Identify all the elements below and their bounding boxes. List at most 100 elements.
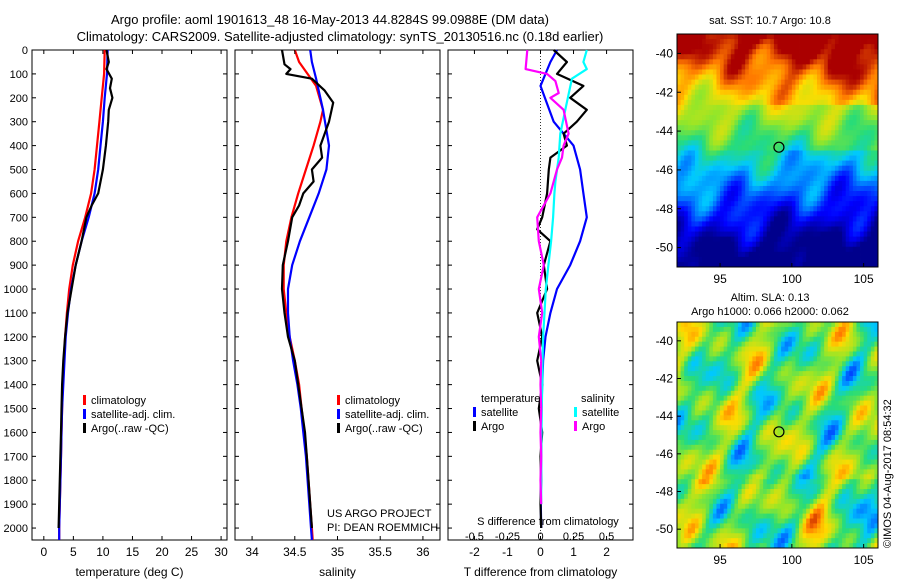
map-cell bbox=[831, 109, 836, 116]
map-cell bbox=[777, 361, 782, 367]
map-cell bbox=[795, 69, 800, 75]
map-cell bbox=[831, 145, 836, 151]
float-position-marker bbox=[773, 141, 785, 153]
map-cell bbox=[773, 405, 778, 411]
map-cell bbox=[705, 444, 710, 451]
map-cell bbox=[716, 64, 721, 70]
map-cell bbox=[716, 251, 721, 258]
map-cell bbox=[806, 104, 811, 111]
map-cell bbox=[813, 322, 818, 328]
map-cell bbox=[745, 484, 750, 490]
map-cell bbox=[834, 120, 839, 126]
map-cell bbox=[867, 185, 872, 192]
map-cell bbox=[788, 150, 793, 156]
map-cell bbox=[806, 231, 811, 238]
map-cell bbox=[677, 64, 681, 70]
map-cell bbox=[734, 508, 739, 515]
map-cell bbox=[856, 454, 861, 460]
map-cell bbox=[852, 336, 857, 343]
map-cell bbox=[723, 226, 728, 232]
map-cell bbox=[727, 74, 732, 80]
map-cell bbox=[820, 444, 825, 451]
map-cell bbox=[720, 64, 725, 70]
map-cell bbox=[799, 390, 804, 397]
map-cell bbox=[677, 405, 681, 411]
map-cell bbox=[759, 185, 764, 192]
map-cell bbox=[795, 109, 800, 116]
map-cell bbox=[813, 256, 818, 263]
map-cell bbox=[720, 380, 725, 387]
map-cell bbox=[755, 180, 760, 187]
map-cell bbox=[755, 336, 760, 343]
map-cell bbox=[745, 84, 750, 91]
map-cell bbox=[687, 493, 692, 500]
map-cell bbox=[702, 385, 707, 392]
map-cell bbox=[720, 336, 725, 343]
map-cell bbox=[867, 180, 872, 187]
map-cell bbox=[870, 49, 875, 55]
map-cell bbox=[698, 346, 703, 352]
map-cell bbox=[748, 449, 753, 456]
map-cell bbox=[849, 322, 854, 328]
map-cell bbox=[784, 351, 789, 357]
map-cell bbox=[677, 231, 681, 238]
map-cell bbox=[795, 165, 800, 172]
map-cell bbox=[763, 140, 768, 146]
map-cell bbox=[867, 130, 872, 136]
map-cell bbox=[799, 469, 804, 475]
map-cell bbox=[777, 206, 782, 212]
map-cell bbox=[827, 361, 832, 367]
map-cell bbox=[755, 39, 760, 45]
map-cell bbox=[741, 170, 746, 177]
map-cell bbox=[791, 130, 796, 136]
map-cell bbox=[770, 444, 775, 451]
map-cell bbox=[809, 336, 814, 343]
map-cell bbox=[831, 503, 836, 510]
figure-title-line1: Argo profile: aoml 1901613_48 16-May-201… bbox=[111, 12, 549, 27]
map-cell bbox=[852, 405, 857, 411]
map-cell bbox=[845, 251, 850, 258]
map-cell bbox=[856, 185, 861, 192]
map-cell bbox=[824, 49, 829, 55]
map-cell bbox=[795, 236, 800, 243]
map-cell bbox=[791, 49, 796, 55]
map-cell bbox=[867, 435, 872, 441]
map-cell bbox=[752, 185, 757, 192]
map-cell bbox=[773, 221, 778, 227]
map-cell bbox=[784, 454, 789, 460]
map-cell bbox=[723, 385, 728, 392]
map-cell bbox=[831, 444, 836, 451]
map-cell bbox=[770, 115, 775, 121]
map-cell bbox=[705, 420, 710, 426]
map-cell bbox=[863, 34, 868, 40]
map-cell bbox=[784, 64, 789, 70]
map-cell bbox=[831, 484, 836, 490]
map-cell bbox=[867, 39, 872, 45]
map-cell bbox=[770, 39, 775, 45]
map-cell bbox=[752, 99, 757, 106]
map-cell bbox=[870, 155, 875, 162]
map-cell bbox=[799, 444, 804, 451]
map-cell bbox=[694, 196, 699, 202]
map-cell bbox=[791, 366, 796, 372]
map-cell bbox=[874, 206, 879, 212]
map-cell bbox=[712, 246, 717, 253]
map-cell bbox=[770, 251, 775, 258]
map-cell bbox=[723, 474, 728, 480]
map-cell bbox=[698, 64, 703, 70]
map-cell bbox=[741, 336, 746, 343]
map-cell bbox=[816, 336, 821, 343]
map-cell bbox=[802, 84, 807, 91]
map-cell bbox=[773, 474, 778, 480]
map-cell bbox=[680, 160, 685, 167]
map-cell bbox=[827, 449, 832, 456]
map-cell bbox=[770, 59, 775, 65]
map-cell bbox=[827, 44, 832, 50]
map-cell bbox=[759, 341, 764, 347]
map-cell bbox=[727, 498, 732, 505]
map-cell bbox=[680, 69, 685, 75]
map-cell bbox=[795, 241, 800, 248]
map-cell bbox=[809, 170, 814, 177]
map-cell bbox=[791, 115, 796, 121]
